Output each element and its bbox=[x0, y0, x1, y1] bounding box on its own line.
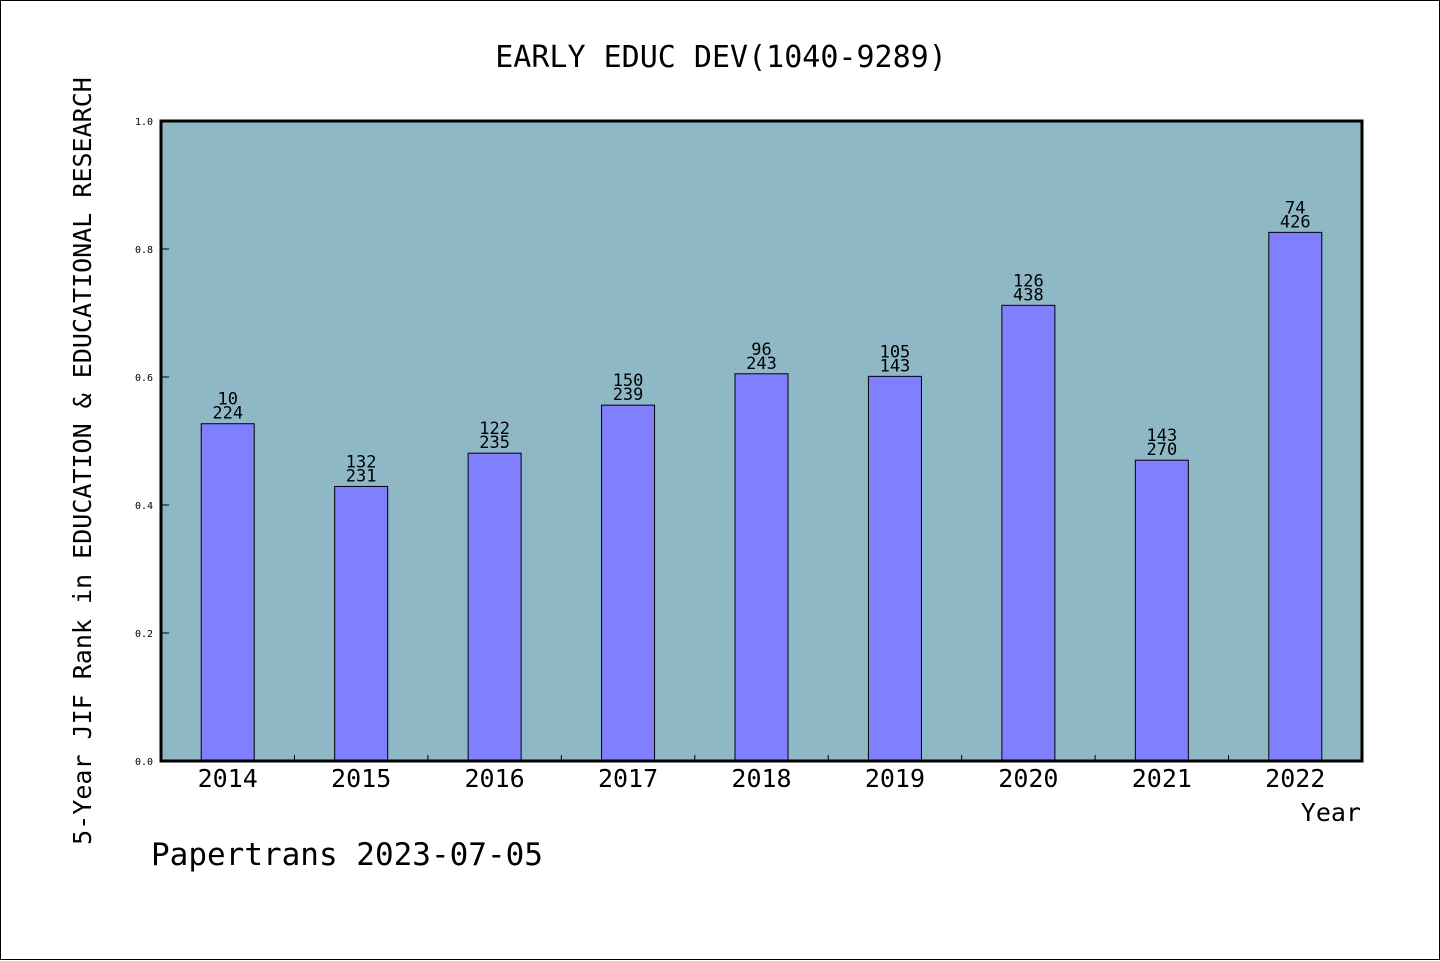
bar-rank-label: 10 bbox=[217, 390, 237, 410]
bar-total-label: 143 bbox=[880, 356, 911, 376]
y-tick-label: 0.2 bbox=[135, 629, 153, 640]
x-tick-label: 2022 bbox=[1265, 764, 1325, 793]
bar-rank-label: 132 bbox=[346, 452, 377, 472]
bar-total-label: 270 bbox=[1146, 440, 1177, 460]
y-tick-label: 1.0 bbox=[135, 117, 153, 128]
x-tick-label: 2019 bbox=[865, 764, 925, 793]
y-tick-label: 0.0 bbox=[135, 757, 153, 768]
bar-2016 bbox=[467, 452, 522, 762]
bar-total-label: 239 bbox=[613, 385, 644, 405]
bar-rank-label: 126 bbox=[1013, 271, 1044, 291]
x-tick-label: 2020 bbox=[998, 764, 1058, 793]
bar-total-label: 224 bbox=[212, 404, 243, 424]
bar-2019 bbox=[867, 375, 922, 762]
bar-rank-label: 96 bbox=[751, 340, 771, 360]
bar-rank-label: 74 bbox=[1285, 198, 1305, 218]
bar-2014 bbox=[200, 423, 255, 762]
y-tick-label: 0.8 bbox=[135, 245, 153, 256]
x-axis: 2014 2015 2016 2017 2018 2019 2020 2021 2022 bbox=[198, 755, 1325, 793]
footer-credit: Papertrans 2023-07-05 bbox=[151, 837, 543, 873]
y-tick-label: 0.6 bbox=[135, 373, 153, 384]
bar-rank-label: 105 bbox=[880, 342, 911, 362]
chart-title: EARLY EDUC DEV(1040-9289) bbox=[495, 40, 947, 75]
bar-2021 bbox=[1134, 459, 1189, 762]
bar-2015 bbox=[334, 485, 389, 762]
x-axis-label: Year bbox=[1301, 798, 1361, 827]
bar-rank-label: 122 bbox=[479, 419, 510, 439]
bar-total-label: 438 bbox=[1013, 285, 1044, 305]
bar-total-label: 235 bbox=[479, 433, 510, 453]
bar-2020 bbox=[1001, 304, 1056, 762]
plot-border bbox=[159, 119, 1364, 763]
x-tick-label: 2015 bbox=[331, 764, 391, 793]
bar-rank-label: 150 bbox=[613, 371, 644, 391]
bar-2017 bbox=[601, 404, 656, 762]
y-tick-label: 0.4 bbox=[135, 501, 153, 512]
x-tick-label: 2014 bbox=[198, 764, 258, 793]
x-tick-label: 2018 bbox=[731, 764, 791, 793]
bar-total-label: 243 bbox=[746, 354, 777, 374]
x-tick-label: 2021 bbox=[1132, 764, 1192, 793]
x-tick-label: 2017 bbox=[598, 764, 658, 793]
bar-2022 bbox=[1268, 231, 1323, 762]
bar-2018 bbox=[734, 373, 789, 762]
bar-total-label: 231 bbox=[346, 466, 377, 486]
x-tick-label: 2016 bbox=[465, 764, 525, 793]
bar-rank-label: 143 bbox=[1146, 426, 1177, 446]
y-axis-label: 5-Year JIF Rank in EDUCATION & EDUCATION… bbox=[68, 77, 97, 845]
bar-total-label: 426 bbox=[1280, 212, 1311, 232]
